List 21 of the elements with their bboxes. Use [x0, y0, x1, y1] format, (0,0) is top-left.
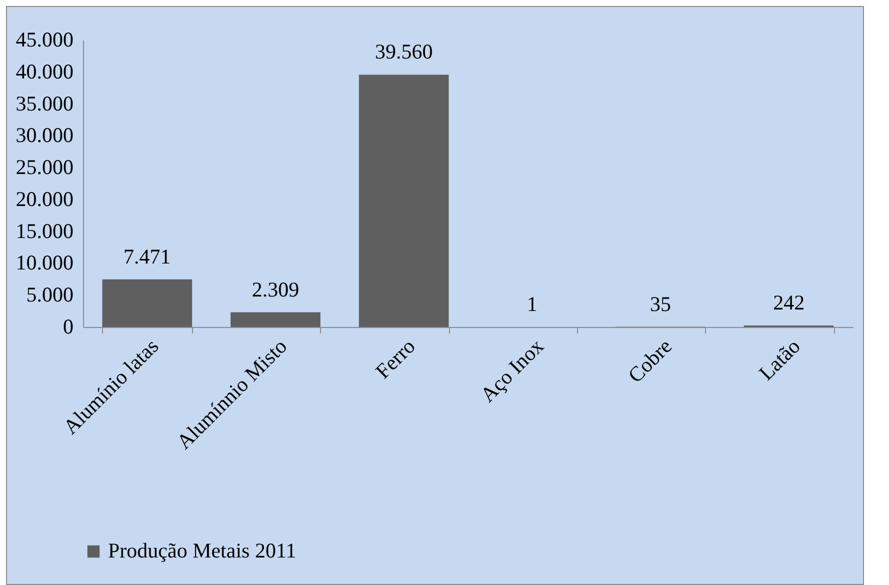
data-label: 39.560 [374, 40, 433, 64]
legend-label: Produção Metais 2011 [108, 538, 296, 562]
bar [358, 74, 449, 327]
data-label: 7.471 [124, 244, 171, 268]
data-label: 242 [773, 290, 805, 314]
data-label: 1 [526, 292, 538, 316]
bar [102, 279, 192, 327]
data-label: 35 [650, 292, 671, 316]
y-tick-label: 25.000 [16, 155, 74, 180]
y-tick-label: 40.000 [16, 59, 74, 84]
y-tick-label: 35.000 [16, 91, 74, 116]
bar [230, 312, 320, 327]
y-tick-label: 45.000 [16, 28, 74, 52]
y-tick-label: 30.000 [16, 123, 74, 148]
x-tick-label: Aço Inox [476, 334, 549, 407]
data-label: 2.309 [252, 277, 300, 302]
y-tick-label: 10.000 [16, 250, 74, 275]
y-tick-label: 5.000 [26, 282, 74, 307]
y-tick-label: 0 [63, 314, 74, 338]
y-tick-label: 20.000 [16, 186, 74, 211]
y-tick-label: 15.000 [16, 218, 74, 243]
